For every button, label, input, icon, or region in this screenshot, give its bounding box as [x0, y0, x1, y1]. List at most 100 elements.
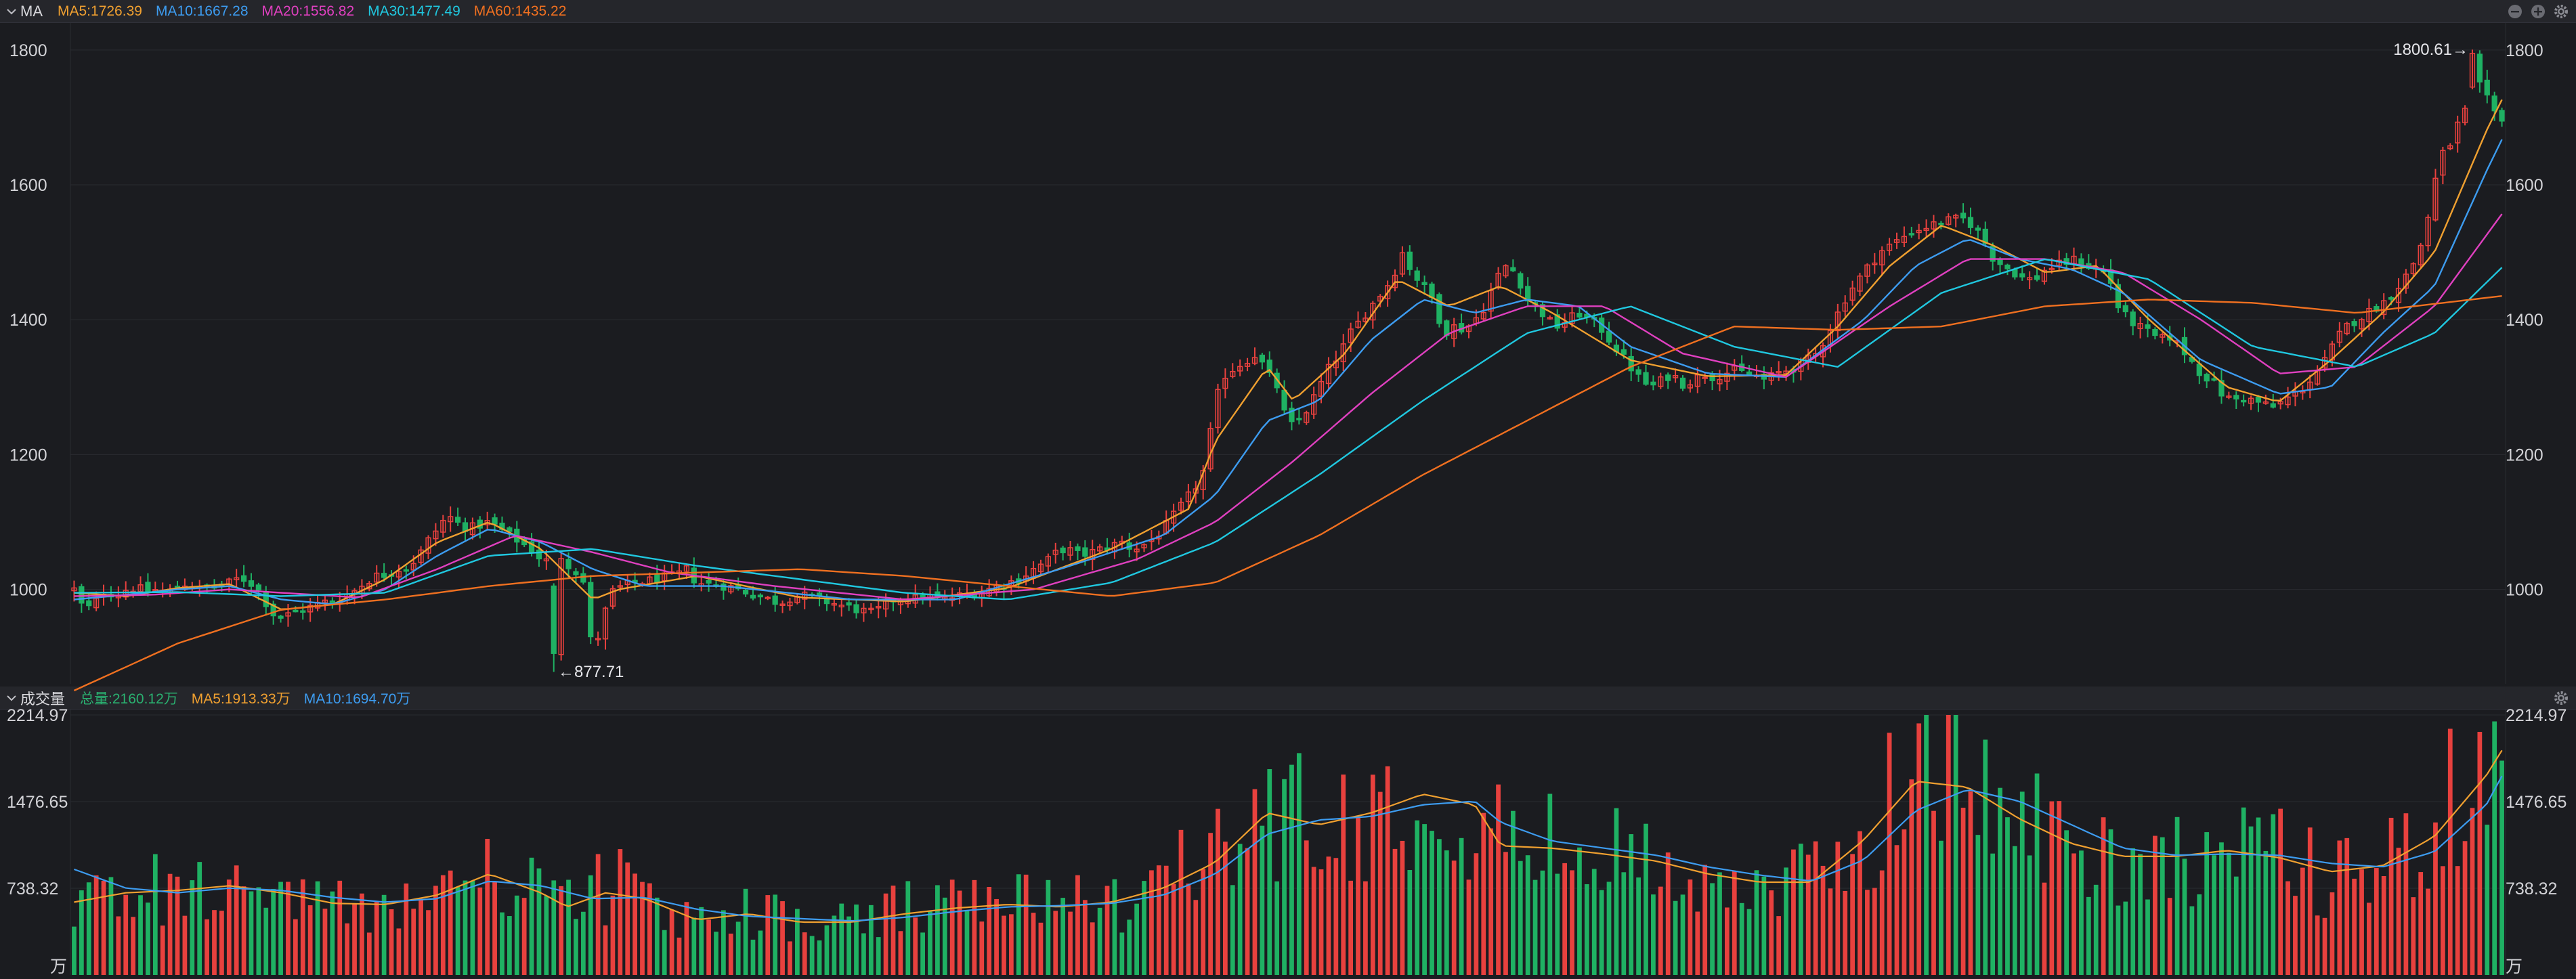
volume-bar: [366, 932, 372, 975]
candle-body: [410, 563, 416, 571]
volume-bar: [817, 940, 822, 975]
candle-body: [853, 604, 859, 613]
candle-body: [2277, 401, 2283, 405]
candle-body: [255, 584, 262, 591]
volume-bar: [1377, 791, 1383, 975]
volume-bar: [765, 895, 771, 975]
volume-bar: [1142, 881, 1146, 975]
volume-bar: [1791, 849, 1796, 975]
volume-bar: [1784, 867, 1788, 975]
candle-body: [876, 605, 882, 609]
volume-bar: [226, 879, 232, 975]
volume-bar: [2315, 915, 2320, 975]
add-icon[interactable]: [2530, 3, 2546, 20]
volume-bar: [1186, 884, 1191, 975]
volume-bar: [1304, 840, 1309, 975]
volume-bar: [1968, 791, 1973, 975]
volume-bar: [1547, 793, 1553, 975]
candle-body: [1547, 317, 1553, 320]
volume-settings-icon[interactable]: [2553, 690, 2569, 706]
volume-bar: [2374, 868, 2379, 975]
volume-bar: [551, 880, 557, 975]
indicator-ma30[interactable]: MA30:1477.49: [368, 3, 460, 19]
candle-body: [454, 517, 461, 523]
volume-bar: [898, 931, 903, 975]
volume-bar: [2093, 884, 2099, 975]
candle-body: [219, 584, 225, 586]
volume-unit-right: 万: [2506, 957, 2523, 976]
volume-bar: [2492, 721, 2497, 975]
volume-bar: [957, 890, 962, 975]
indicator-ma10[interactable]: MA10:1667.28: [155, 3, 249, 19]
candle-body: [1414, 270, 1420, 281]
indicator-volume-ma10[interactable]: MA10:1694.70万: [303, 691, 411, 707]
candle-body: [189, 586, 195, 590]
volume-bar: [1658, 886, 1663, 975]
indicator-total-volume[interactable]: 总量:2160.12万: [80, 691, 178, 707]
volume-bar: [684, 902, 689, 975]
volume-bar: [773, 894, 778, 975]
candle-body: [1532, 302, 1539, 305]
candle-body: [374, 572, 380, 583]
candle-body: [2041, 269, 2048, 282]
volume-bar: [374, 901, 379, 975]
candle-body: [1709, 374, 1715, 382]
candle-body: [580, 573, 586, 583]
volume-collapse-chevron-icon[interactable]: [3, 687, 20, 710]
candle-body: [1429, 283, 1435, 298]
volume-bar: [1068, 911, 1073, 975]
price-ma-lines: [73, 99, 2503, 692]
price-collapse-chevron-icon[interactable]: [3, 0, 20, 23]
volume-bar: [544, 896, 549, 975]
candle-body: [1480, 311, 1486, 320]
volume-bar: [1776, 916, 1782, 975]
volume-bar: [263, 907, 269, 975]
candle-body: [2321, 357, 2328, 369]
volume-bar: [979, 921, 985, 975]
volume-bar: [1584, 884, 1589, 975]
volume-bar: [1451, 861, 1457, 975]
candle-body: [602, 607, 609, 640]
volume-bar: [2057, 801, 2062, 975]
minimize-icon[interactable]: [2507, 3, 2523, 20]
volume-bar: [1090, 922, 1095, 975]
candle-body: [1436, 294, 1442, 324]
candle-body: [1156, 536, 1162, 540]
candle-body: [2469, 53, 2476, 88]
volume-bar: [2462, 841, 2468, 975]
candle-body: [196, 586, 202, 588]
volume-bar: [1082, 900, 1088, 975]
candle-body: [935, 591, 941, 597]
settings-icon[interactable]: [2553, 3, 2569, 20]
candle-body: [181, 585, 188, 590]
volume-bar: [2174, 817, 2180, 975]
volume-bar: [1466, 879, 1472, 975]
candle-body: [1518, 273, 1524, 289]
annotation-high: 1800.61→: [2393, 41, 2468, 59]
volume-bars: [72, 715, 2504, 975]
volume-bar: [1688, 879, 1693, 975]
volume-bar: [1858, 831, 1862, 975]
candle-body: [2145, 324, 2151, 329]
indicator-volume-ma5[interactable]: MA5:1913.33万: [191, 691, 291, 707]
indicator-ma20[interactable]: MA20:1556.82: [261, 3, 355, 19]
price-tick-label-left: 1000: [9, 581, 47, 600]
volume-bar: [2160, 837, 2165, 975]
volume-bar: [964, 910, 970, 975]
volume-bar: [691, 917, 697, 975]
indicator-ma60[interactable]: MA60:1435.22: [473, 3, 567, 19]
volume-bar: [2138, 854, 2143, 975]
volume-bar: [1237, 844, 1243, 975]
candle-body: [735, 584, 742, 590]
volume-bar: [618, 849, 623, 975]
volume-bar: [861, 933, 866, 975]
candle-body: [2056, 259, 2062, 266]
volume-bar: [315, 881, 320, 975]
volume-bar: [1931, 810, 1936, 975]
candle-body: [1872, 262, 1878, 265]
candle-body: [1525, 286, 1531, 302]
candle-body: [1266, 360, 1272, 373]
candle-body: [329, 600, 335, 605]
indicator-ma5[interactable]: MA5:1726.39: [58, 3, 142, 19]
